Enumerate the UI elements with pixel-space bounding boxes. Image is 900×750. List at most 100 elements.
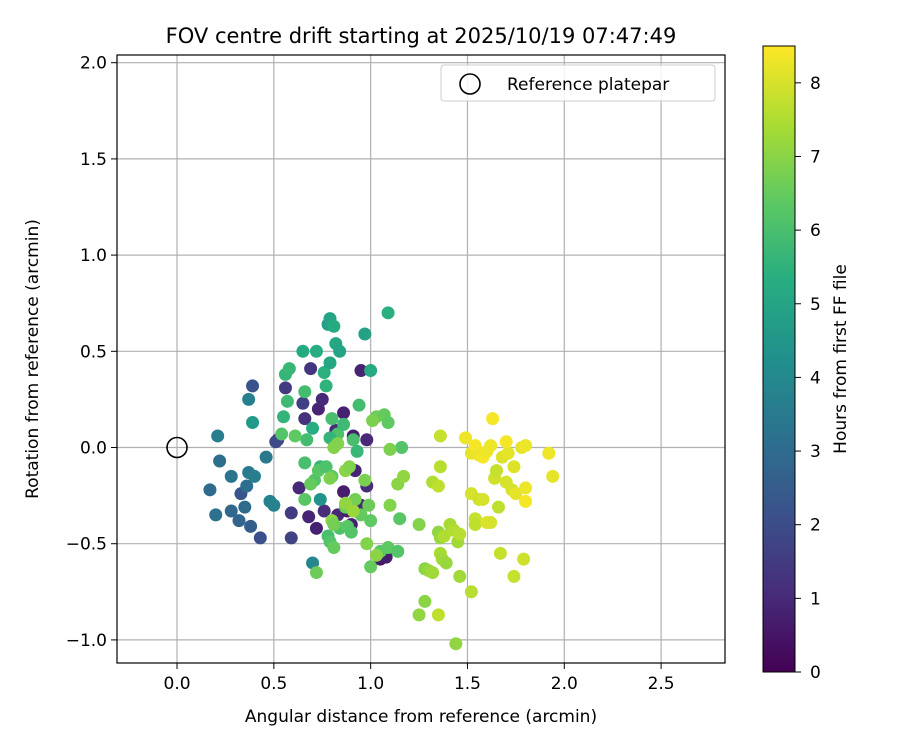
data-point: [358, 327, 372, 341]
colorbar-ticks: 0 1 2 3 4 5 6 7 8: [795, 74, 821, 683]
data-point: [507, 569, 521, 583]
data-point: [484, 439, 498, 453]
data-point: [453, 527, 467, 541]
colorbar-tick-label: 5: [810, 295, 821, 315]
data-point: [519, 494, 533, 508]
colorbar-gradient: [762, 45, 796, 673]
y-tick-label: 2.0: [80, 54, 107, 74]
data-point: [298, 492, 312, 506]
x-axis: 0.0 0.5 1.0 1.5 2.0 2.5: [164, 663, 675, 694]
data-point: [366, 414, 380, 428]
data-point: [304, 362, 318, 376]
data-point: [209, 508, 223, 522]
data-point: [298, 385, 312, 399]
data-point: [476, 492, 490, 506]
data-point: [352, 398, 366, 412]
data-point: [327, 541, 341, 555]
data-point: [350, 444, 364, 458]
data-point: [246, 379, 260, 393]
data-point: [309, 521, 323, 535]
data-point: [362, 498, 376, 512]
data-point: [499, 435, 513, 449]
data-point: [277, 410, 291, 424]
y-axis: −1.0 −0.5 0.0 0.5 1.0 1.5 2.0: [66, 54, 117, 651]
data-point: [337, 406, 351, 420]
colorbar-tick-label: 7: [810, 147, 821, 167]
data-point: [282, 362, 296, 376]
data-point: [259, 450, 273, 464]
colorbar-tick-label: 3: [810, 442, 821, 462]
data-point: [507, 460, 521, 474]
data-point: [364, 364, 378, 378]
data-point: [486, 412, 500, 426]
x-tick-label: 0.0: [164, 674, 191, 694]
data-point: [244, 519, 258, 533]
legend-box: [440, 64, 716, 102]
data-point: [354, 364, 368, 378]
x-tick-label: 2.0: [551, 674, 578, 694]
data-point: [298, 412, 312, 426]
data-point: [418, 594, 432, 608]
data-point: [288, 429, 302, 443]
data-point: [346, 433, 360, 447]
data-point: [346, 504, 360, 518]
data-point: [280, 394, 294, 408]
data-point: [542, 446, 556, 460]
y-tick-label: −0.5: [66, 535, 107, 555]
data-point: [431, 608, 445, 622]
data-points: [203, 306, 560, 651]
colorbar-tick-label: 0: [810, 663, 821, 683]
legend-marker-icon: [459, 73, 481, 95]
data-point: [546, 469, 560, 483]
data-point: [426, 566, 440, 580]
data-point: [433, 460, 447, 474]
data-point: [302, 510, 316, 524]
x-tick-label: 0.5: [260, 674, 287, 694]
x-axis-label: Angular distance from reference (arcmin): [245, 707, 597, 727]
data-point: [284, 531, 298, 545]
data-point: [484, 516, 498, 530]
reference-marker: [166, 436, 188, 459]
data-point: [391, 544, 405, 558]
data-point: [360, 433, 374, 447]
data-point: [224, 469, 238, 483]
data-point: [519, 439, 533, 453]
data-point: [490, 464, 504, 478]
data-point: [278, 381, 292, 395]
colorbar: 0 1 2 3 4 5 6 7 8 Hours from first FF file: [762, 45, 851, 683]
data-point: [323, 356, 337, 370]
data-point: [224, 504, 238, 518]
data-point: [344, 525, 358, 539]
data-point: [309, 344, 323, 358]
data-point: [275, 427, 289, 441]
data-point: [491, 500, 505, 514]
data-point: [369, 548, 383, 562]
plot-frame: [116, 54, 726, 664]
data-point: [364, 514, 378, 528]
data-point: [449, 637, 463, 651]
data-point: [358, 473, 372, 487]
data-point: [517, 552, 531, 566]
data-point: [284, 506, 298, 520]
data-point: [501, 446, 515, 460]
data-point: [412, 608, 426, 622]
y-tick-label: 0.5: [80, 342, 107, 362]
data-point: [433, 429, 447, 443]
data-point: [296, 344, 310, 358]
data-point: [315, 392, 329, 406]
data-point: [383, 498, 397, 512]
data-point: [247, 469, 261, 483]
data-point: [238, 500, 252, 514]
data-point: [317, 365, 331, 379]
colorbar-tick-label: 1: [810, 589, 821, 609]
data-point: [327, 319, 341, 333]
x-tick-label: 2.5: [648, 674, 675, 694]
data-point: [337, 417, 351, 431]
y-tick-label: 1.5: [80, 150, 107, 170]
data-point: [309, 566, 323, 580]
data-point: [364, 560, 378, 574]
data-point: [319, 379, 333, 393]
legend: Reference platepar: [440, 64, 716, 102]
data-point: [296, 396, 310, 410]
data-point: [412, 517, 426, 531]
